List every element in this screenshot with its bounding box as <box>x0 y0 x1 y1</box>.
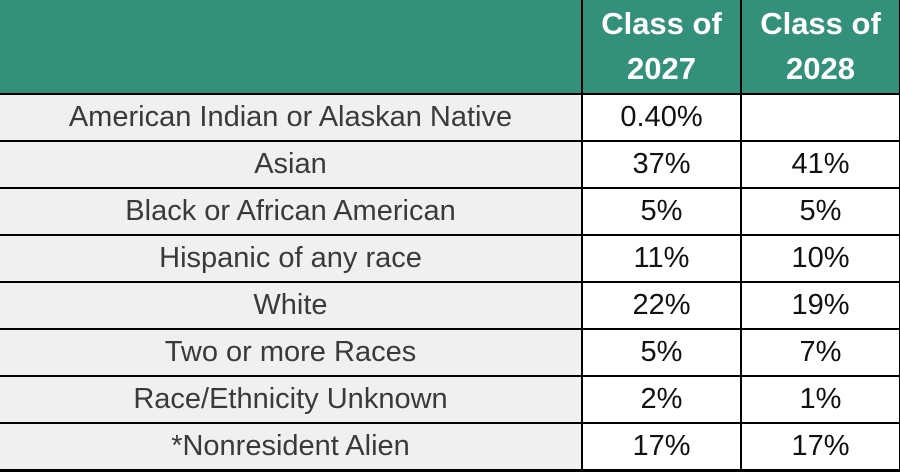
table-row: Two or more Races 5% 7% <box>0 327 900 377</box>
table-body: American Indian or Alaskan Native 0.40% As… <box>0 93 900 472</box>
value-cell-class-of-2028: 7% <box>740 327 900 377</box>
corner-header-cell <box>0 0 583 95</box>
value-cell-class-of-2028: 1% <box>740 374 900 424</box>
table-row: Asian 37% 41% <box>0 139 900 189</box>
value-cell-class-of-2028 <box>740 93 900 142</box>
row-label-cell: Two or more Races <box>0 327 583 377</box>
table-row: Race/Ethnicity Unknown 2% 1% <box>0 374 900 424</box>
table-row: American Indian or Alaskan Native 0.40% <box>0 93 900 142</box>
value-cell-class-of-2027: 17% <box>581 421 742 472</box>
row-label-cell: Hispanic of any race <box>0 233 583 283</box>
table-row: Hispanic of any race 11% 10% <box>0 233 900 283</box>
row-label-cell: *Nonresident Alien <box>0 421 583 472</box>
value-cell-class-of-2027: 11% <box>581 233 742 283</box>
row-label-cell: Asian <box>0 139 583 189</box>
value-cell-class-of-2027: 0.40% <box>581 93 742 142</box>
value-cell-class-of-2027: 22% <box>581 280 742 330</box>
column-header-class-of-2028: Class of 2028 <box>740 0 900 95</box>
header-row: Class of 2027 Class of 2028 <box>0 0 900 95</box>
value-cell-class-of-2027: 5% <box>581 327 742 377</box>
row-label-cell: White <box>0 280 583 330</box>
value-cell-class-of-2028: 41% <box>740 139 900 189</box>
value-cell-class-of-2028: 10% <box>740 233 900 283</box>
table-header: Class of 2027 Class of 2028 <box>0 0 900 95</box>
column-header-class-of-2027: Class of 2027 <box>581 0 742 95</box>
row-label-cell: Black or African American <box>0 186 583 236</box>
row-label-cell: Race/Ethnicity Unknown <box>0 374 583 424</box>
value-cell-class-of-2028: 5% <box>740 186 900 236</box>
value-cell-class-of-2027: 2% <box>581 374 742 424</box>
value-cell-class-of-2027: 37% <box>581 139 742 189</box>
table-row: Black or African American 5% 5% <box>0 186 900 236</box>
value-cell-class-of-2028: 17% <box>740 421 900 472</box>
row-label-cell: American Indian or Alaskan Native <box>0 93 583 142</box>
table-row: White 22% 19% <box>0 280 900 330</box>
value-cell-class-of-2028: 19% <box>740 280 900 330</box>
table-row: *Nonresident Alien 17% 17% <box>0 421 900 472</box>
value-cell-class-of-2027: 5% <box>581 186 742 236</box>
